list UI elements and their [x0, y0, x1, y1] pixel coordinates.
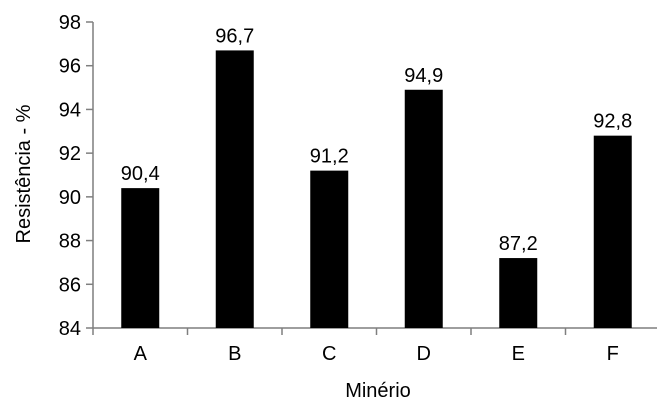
y-tick-label: 84: [59, 318, 81, 340]
y-axis: 84 86 88 90 92 94 96 98: [59, 12, 94, 340]
data-label-c: 91,2: [310, 146, 349, 168]
bar-f: [593, 135, 632, 328]
bar-b: [215, 50, 254, 329]
y-tick-label: 94: [59, 99, 81, 121]
x-tick-label: D: [417, 343, 431, 365]
data-label-b: 96,7: [215, 25, 254, 47]
bar-d: [404, 89, 443, 328]
x-tick-label: F: [607, 343, 619, 365]
y-tick-label: 96: [59, 56, 81, 78]
y-axis-title: Resistência - %: [13, 104, 35, 243]
y-tick-label: 86: [59, 274, 81, 296]
x-axis: A B C D E F: [92, 327, 657, 365]
bar-a: [121, 188, 160, 328]
bar-c: [310, 170, 349, 328]
x-tick-label: B: [228, 343, 241, 365]
data-label-a: 90,4: [121, 163, 160, 185]
bars: [121, 50, 632, 329]
x-tick-label: E: [512, 343, 525, 365]
x-tick-label: A: [134, 343, 148, 365]
y-tick-label: 88: [59, 231, 81, 253]
y-tick-label: 98: [59, 12, 81, 34]
data-label-f: 92,8: [593, 111, 632, 133]
x-axis-title: Minério: [345, 380, 411, 402]
data-labels: 90,4 96,7 91,2 94,9 87,2 92,8: [121, 25, 632, 255]
y-tick-label: 92: [59, 143, 81, 165]
data-label-e: 87,2: [499, 233, 538, 255]
bar-e: [499, 258, 538, 328]
y-tick-label: 90: [59, 187, 81, 209]
x-tick-label: C: [322, 343, 336, 365]
data-label-d: 94,9: [404, 65, 443, 87]
